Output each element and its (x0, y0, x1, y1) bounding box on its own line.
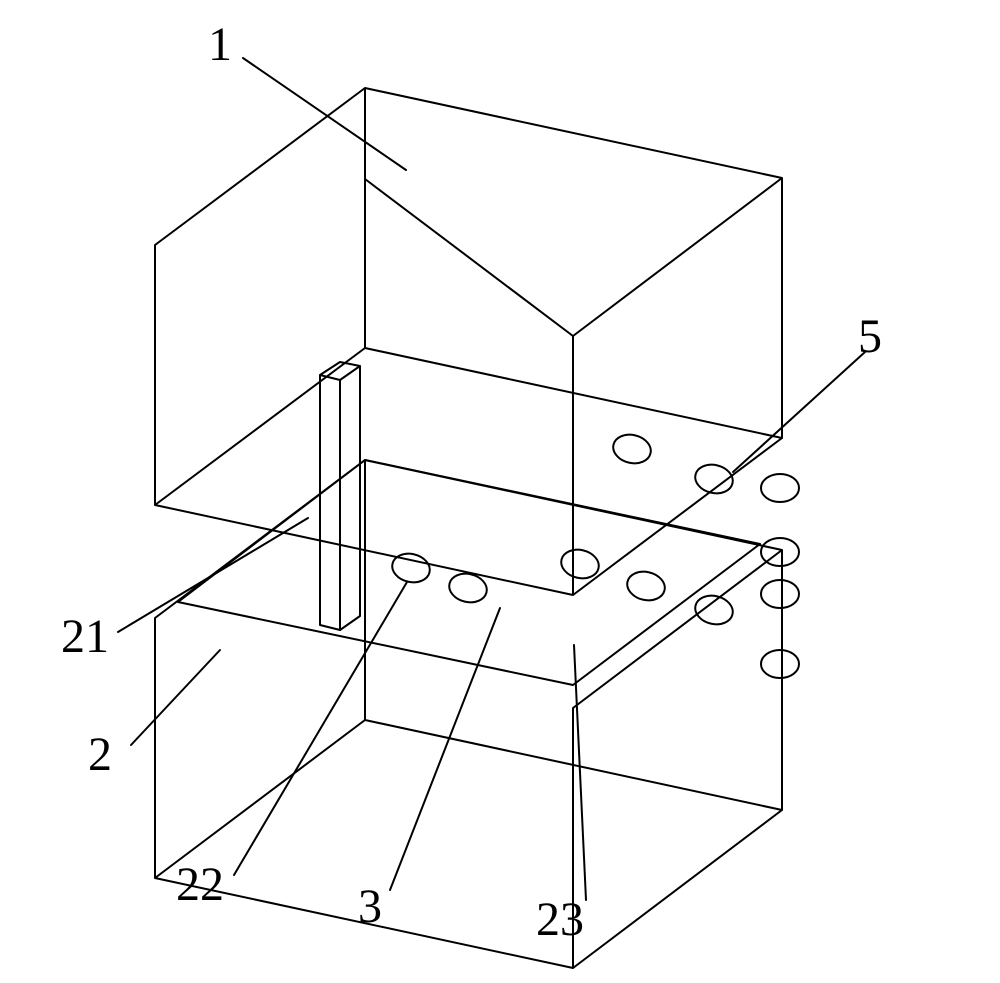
label-2: 2 (88, 728, 112, 781)
hole (692, 592, 735, 628)
leader-1 (243, 58, 406, 170)
label-21: 21 (61, 610, 109, 663)
hole (761, 474, 799, 502)
label-3: 3 (358, 880, 382, 933)
label-22: 22 (176, 858, 224, 911)
label-1: 1 (208, 18, 232, 71)
hole (389, 550, 432, 586)
pillar (320, 362, 360, 630)
hole (624, 568, 667, 604)
hole (692, 461, 735, 497)
leader-5 (733, 352, 865, 472)
hole (610, 431, 653, 467)
top_box (155, 88, 782, 595)
leader-23 (574, 645, 586, 900)
low_box (155, 460, 782, 968)
hole (558, 546, 601, 582)
leader-21 (118, 518, 308, 632)
leader-2 (131, 650, 220, 745)
label-23: 23 (536, 893, 584, 946)
label-5: 5 (858, 310, 882, 363)
technical-diagram: 1521222323 (0, 0, 1000, 983)
hole (761, 580, 799, 608)
hole (761, 650, 799, 678)
